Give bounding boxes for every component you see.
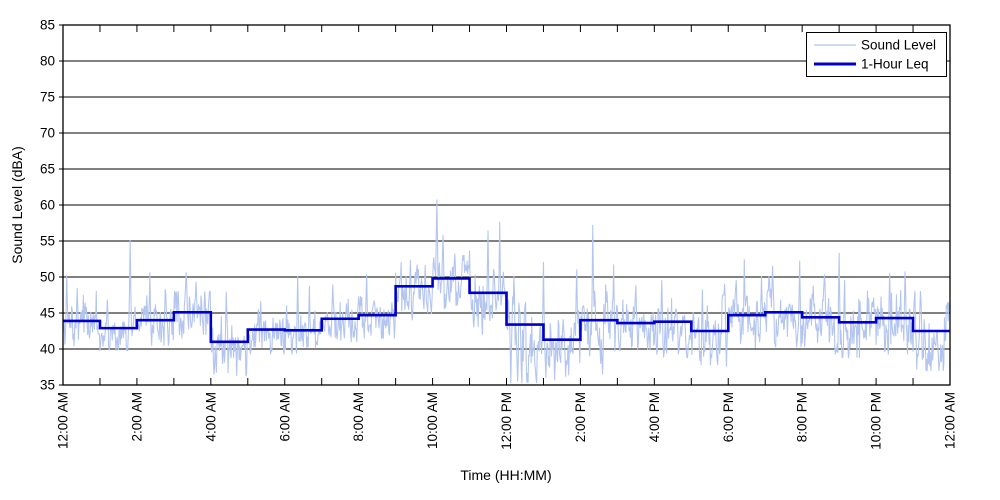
legend-label-sound-level: Sound Level — [861, 38, 936, 53]
sound-level-series — [62, 199, 951, 384]
x-tick-label: 4:00 PM — [647, 392, 662, 442]
y-tick-label: 35 — [40, 378, 55, 393]
y-axis-title: Sound Level (dBA) — [9, 146, 25, 264]
y-tick-label: 65 — [40, 162, 55, 177]
x-tick-label: 2:00 AM — [129, 392, 144, 442]
x-tick-labels: 12:00 AM 2:00 AM 4:00 AM 6:00 AM 8:00 AM 10:0… — [56, 392, 958, 450]
y-tick-label: 40 — [40, 342, 55, 357]
legend: Sound Level 1-Hour Leq — [806, 32, 947, 77]
x-tick-label: 4:00 AM — [203, 392, 218, 442]
x-axis-title: Time (HH:MM) — [460, 467, 551, 483]
x-tick-label: 8:00 PM — [795, 392, 810, 442]
x-tick-label: 6:00 PM — [721, 392, 736, 442]
x-tick-label: 6:00 AM — [277, 392, 292, 442]
x-tick-label: 10:00 AM — [425, 392, 440, 449]
y-tick-label: 50 — [40, 270, 55, 285]
x-tick-label: 12:00 AM — [943, 392, 958, 449]
plot-border — [62, 24, 951, 386]
axis-ticks — [59, 24, 914, 386]
x-tick-label: 12:00 AM — [56, 392, 71, 449]
legend-label-leq: 1-Hour Leq — [861, 57, 929, 72]
x-tick-label: 8:00 AM — [351, 392, 366, 442]
y-tick-labels: 35 40 45 50 55 60 65 70 75 80 85 — [40, 18, 55, 393]
y-tick-label: 80 — [40, 54, 55, 69]
x-tick-label: 10:00 PM — [869, 392, 884, 450]
legend-box — [806, 32, 947, 77]
leq-step-series — [63, 277, 950, 344]
y-tick-label: 60 — [40, 198, 55, 213]
y-tick-label: 70 — [40, 126, 55, 141]
y-tick-label: 45 — [40, 306, 55, 321]
y-tick-label: 55 — [40, 234, 55, 249]
y-tick-label: 85 — [40, 18, 55, 33]
x-tick-label: 12:00 PM — [499, 392, 514, 450]
y-tick-label: 75 — [40, 90, 55, 105]
x-tick-label: 2:00 PM — [573, 392, 588, 442]
